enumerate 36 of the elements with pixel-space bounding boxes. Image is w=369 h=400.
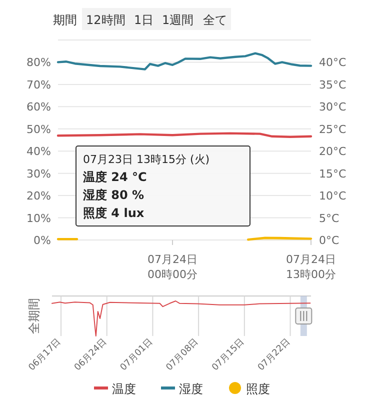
y2-tick-label: 20°C: [319, 145, 346, 158]
x-tick-label: 06月17日: [27, 337, 64, 374]
text: 1週間: [162, 13, 194, 27]
x-tick-label: 07月24日 00時00分: [148, 253, 198, 281]
x-tick-label: 07月24日 13時00分: [286, 253, 336, 281]
y-tick-label: 70%: [26, 78, 51, 92]
text: 1日: [134, 13, 154, 27]
y2-tick-label: 15°C: [319, 167, 346, 180]
y-tick-label: 20%: [26, 190, 51, 203]
legend-label: 照度: [246, 382, 270, 396]
y2-tick-label: 25°C: [319, 122, 346, 136]
y2-tick-label: 5°C: [319, 212, 340, 225]
annotation: 07月23日 13時15分 (火) 温度 24 °C 湿度 80 % 照度 4 lux: [82, 153, 210, 220]
y-tick-label: 10%: [26, 212, 51, 225]
y-tick-label: 30%: [26, 167, 51, 180]
legend-label: 温度: [112, 382, 136, 396]
text: 期間: [53, 13, 77, 27]
y-axis-title: 全期間: [27, 298, 41, 334]
x-tick-label: 07月01日: [118, 337, 155, 374]
y2-tick-label: 30°C: [319, 100, 346, 114]
y-tick-label: 50%: [26, 122, 51, 136]
y-tick-label: 40%: [26, 145, 51, 158]
x-tick-label: 07月15日: [210, 337, 247, 374]
y2-tick-label: 0°C: [319, 234, 340, 247]
text: 全て: [203, 13, 227, 27]
x-tick-label: 07月22日: [256, 337, 292, 374]
y-tick-label: 60%: [26, 100, 51, 114]
y-tick-label: 80%: [26, 56, 51, 70]
y2-tick-label: 10°C: [319, 190, 346, 203]
y-tick-label: 0%: [34, 234, 51, 247]
legend-label: 湿度: [179, 382, 203, 396]
y2-tick-label: 40°C: [319, 56, 346, 70]
y2-tick-label: 35°C: [319, 78, 346, 92]
x-tick-label: 07月08日: [164, 337, 201, 374]
text: 12時間: [86, 13, 126, 27]
x-tick-label: 06月24日: [72, 337, 109, 374]
